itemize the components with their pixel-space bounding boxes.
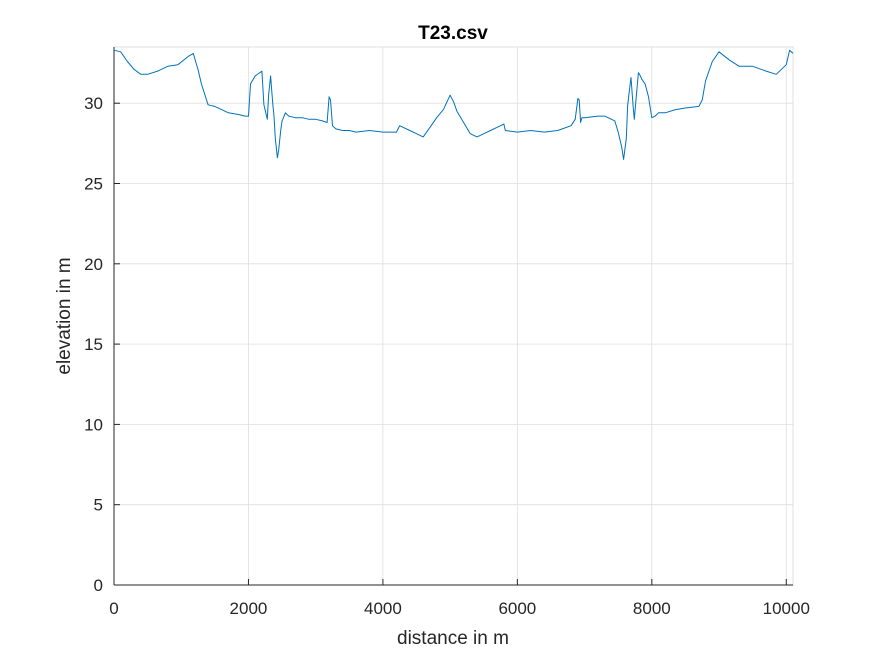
y-axis-label: elevation in m [54,257,75,374]
y-tick-label: 25 [84,175,103,194]
y-tick-label: 5 [94,496,103,515]
series-group [113,49,794,160]
elevation-profile-line [113,49,794,160]
y-tick-label: 0 [94,576,103,595]
y-tick-label: 10 [84,415,103,434]
chart-title: T23.csv [418,23,488,44]
x-tick-label: 10000 [763,599,810,618]
x-tick-label: 2000 [230,599,268,618]
x-tick-label: 4000 [364,599,402,618]
y-tick-label: 15 [84,335,103,354]
x-axis-label: distance in m [397,628,509,649]
y-tick-label: 20 [84,255,103,274]
y-tick-label: 30 [84,94,103,113]
plot-background [114,47,793,585]
grid-lines [113,47,793,586]
x-tick-label: 0 [109,599,118,618]
x-tick-label: 6000 [498,599,536,618]
x-tick-label: 8000 [633,599,671,618]
axis-ticks: 0 2000 4000 6000 8000 10000 0 5 10 15 20 25 30 [84,94,810,618]
